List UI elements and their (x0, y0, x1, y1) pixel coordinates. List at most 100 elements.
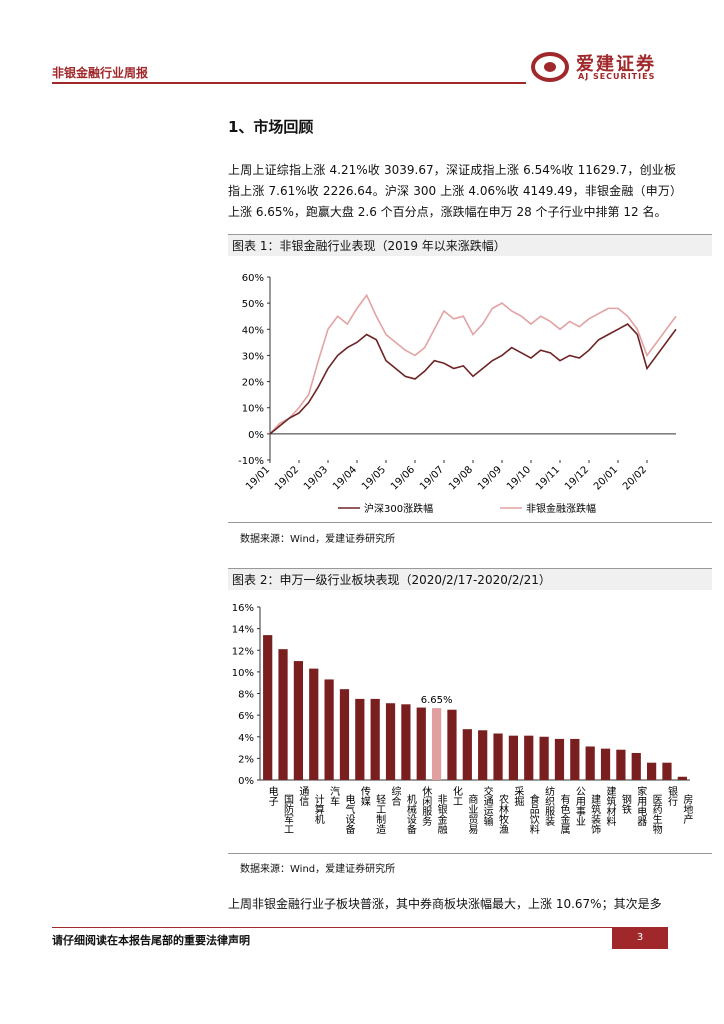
y-tick-label: 40% (242, 325, 264, 336)
x-tick-label: 建筑装饰 (589, 793, 601, 835)
paragraph: 上周上证综指上涨 4.21%收 3039.67，深证成指上涨 6.54%收 11… (228, 163, 676, 219)
x-tick-label: 计算机 (312, 793, 324, 825)
bar (508, 735, 518, 780)
x-tick-label: 机械设备 (404, 793, 416, 835)
bar (554, 738, 565, 780)
x-tick-label: 商业贸易 (466, 793, 478, 835)
x-tick-label: 19/11 (534, 464, 562, 492)
x-tick-label: 农林牧渔 (497, 793, 509, 835)
x-tick-label: 19/02 (273, 464, 301, 492)
x-tick-label: 电子 (266, 785, 278, 806)
x-tick-label: 19/03 (302, 464, 330, 492)
legend-label: 非银金融涨跌幅 (526, 502, 596, 515)
x-tick-label: 19/10 (505, 464, 533, 492)
bar (355, 698, 365, 780)
bar (570, 738, 580, 780)
bar (462, 729, 472, 780)
x-tick-label: 钢铁 (619, 793, 631, 815)
x-tick-label: 19/01 (244, 464, 272, 492)
bar-chart: 0% 2% 4% 6% 8% 10% 12% 14% 16% 电子 国防军工 通信 计算机 汽车 电气设备传… (232, 603, 693, 835)
y-tick-label: 10% (232, 668, 254, 679)
y-tick-label: 8% (238, 690, 254, 701)
x-tick-label: 银行 (665, 785, 677, 807)
x-tick-label: 家用电器 (635, 785, 647, 827)
series-line (269, 323, 677, 435)
report-title: 非银金融行业周报 (52, 66, 149, 80)
y-tick-label: 50% (242, 299, 264, 310)
y-tick-label: 12% (232, 646, 254, 657)
bar (370, 698, 380, 780)
y-tick-label: 16% (232, 603, 254, 614)
bar (493, 733, 503, 780)
bar (631, 752, 641, 780)
x-tick-label: 采掘 (512, 786, 524, 807)
logo-en: AJ SECURITIES (578, 72, 656, 81)
y-tick-label: 2% (238, 754, 254, 765)
x-tick-label: 公用事业 (573, 786, 585, 826)
disclaimer: 请仔细阅读在本报告尾部的重要法律声明 (52, 934, 250, 947)
bar (677, 776, 687, 780)
figure-caption: 图表 2：申万一级行业板块表现（2020/2/17-2020/2/21） (228, 568, 712, 590)
x-tick-label: 19/12 (563, 464, 591, 492)
x-tick-label: 20/02 (621, 464, 649, 492)
paragraph: 上周非银金融行业子板块普涨，其中券商板块涨幅最大，上涨 10.67%；其次是多 (228, 897, 662, 911)
y-tick-label: 4% (238, 733, 254, 744)
bar (647, 762, 657, 780)
x-tick-label: 房地产 (681, 793, 693, 825)
x-tick-label: 19/05 (360, 464, 388, 492)
x-tick-label: 交通运输 (481, 785, 493, 827)
x-tick-label: 通信 (297, 786, 309, 807)
logo-icon (531, 52, 569, 82)
x-tick-label: 19/09 (476, 464, 504, 492)
bar (309, 668, 319, 780)
y-tick-label: 0% (248, 430, 264, 441)
data-label: 6.65% (421, 695, 453, 706)
y-tick-label: 10% (242, 404, 264, 415)
x-tick-label: 医药生物 (650, 794, 662, 835)
x-tick-label: 19/04 (331, 464, 359, 492)
bar (324, 679, 334, 780)
figure-source: 数据来源：Wind，爱建证券研究所 (240, 864, 396, 875)
bar (478, 730, 488, 780)
section-title: 1、市场回顾 (228, 118, 314, 136)
logo-cn: 爱建证券 (576, 54, 656, 75)
x-tick-label: 传媒 (358, 786, 370, 807)
bar (263, 635, 273, 780)
x-tick-label: 非银金融 (435, 794, 447, 835)
rule (228, 853, 712, 854)
bar (616, 749, 626, 780)
bar (278, 649, 288, 780)
legend-label: 沪深300涨跌幅 (364, 502, 433, 515)
bar (293, 661, 303, 780)
x-tick-label: 汽车 (328, 785, 340, 807)
x-tick-label: 19/06 (389, 464, 417, 492)
bar (432, 708, 442, 780)
bar (585, 746, 595, 780)
x-tick-label: 纺织服装 (543, 785, 555, 827)
y-tick-label: 30% (242, 351, 264, 362)
y-tick-label: -10% (238, 456, 264, 467)
x-tick-label: 20/01 (592, 464, 620, 492)
footer-rule (52, 927, 612, 928)
x-tick-label: 食品饮料 (527, 793, 539, 835)
line-chart: -10%0%10%20%30%40%50%60%19/01 19/02 19/03 1… (238, 273, 677, 515)
bar (447, 709, 457, 780)
x-tick-label: 国防军工 (282, 794, 294, 834)
bar (524, 735, 534, 780)
x-tick-label: 19/07 (418, 464, 446, 492)
x-tick-label: 轻工制造 (374, 793, 386, 834)
bar (600, 748, 611, 780)
page-number: 3 (612, 927, 668, 949)
x-tick-label: 建筑材料 (604, 785, 616, 827)
figure-source: 数据来源：Wind，爱建证券研究所 (240, 534, 396, 545)
y-tick-label: 20% (242, 378, 264, 389)
x-tick-label: 有色金属 (558, 793, 570, 835)
y-tick-label: 6% (238, 711, 254, 722)
x-tick-label: 19/08 (447, 464, 475, 492)
bar (401, 704, 411, 780)
y-tick-label: 0% (238, 776, 254, 787)
bar (416, 707, 426, 780)
rule (228, 522, 712, 523)
y-tick-label: 60% (242, 273, 264, 284)
